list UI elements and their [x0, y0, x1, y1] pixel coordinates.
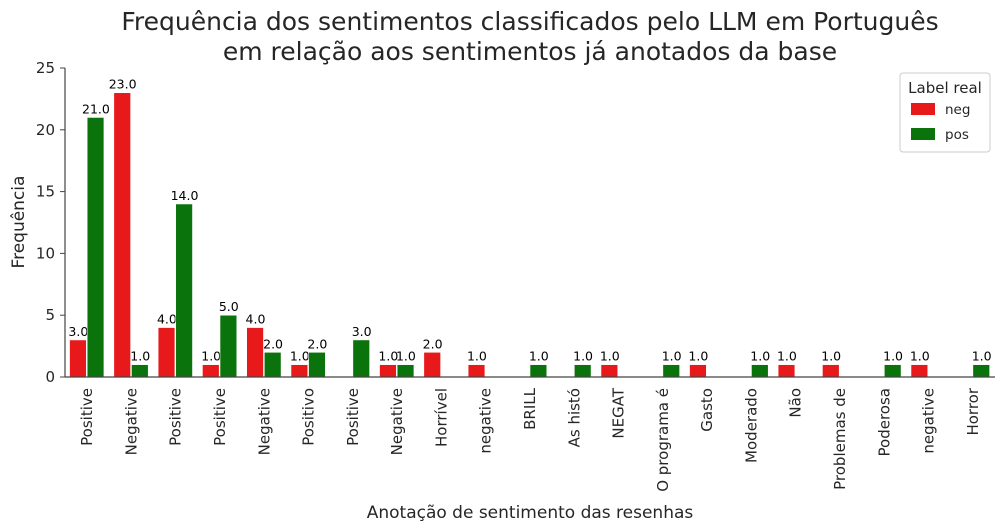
bar-pos — [529, 364, 548, 378]
x-tick-label: Problemas de — [831, 388, 849, 490]
bar-data-label: 1.0 — [201, 349, 221, 364]
bar-pos — [219, 314, 238, 378]
x-tick-label: As histó — [565, 388, 583, 447]
x-tick-label: negative — [477, 388, 495, 454]
bar-data-label: 3.0 — [68, 324, 88, 339]
bar-neg — [69, 339, 87, 378]
bar-pos — [86, 117, 105, 378]
bar-data-label: 1.0 — [750, 349, 770, 364]
bar-pos — [131, 364, 149, 378]
bar-data-label: 1.0 — [467, 349, 487, 364]
y-tick-label: 5 — [45, 306, 55, 324]
bar-neg — [379, 364, 397, 378]
bar-data-label: 1.0 — [529, 349, 549, 364]
y-tick-label: 10 — [36, 244, 55, 262]
bar-neg — [290, 364, 309, 378]
bar-data-label: 1.0 — [573, 349, 593, 364]
chart-title-line-1: Frequência dos sentimentos classificados… — [121, 7, 938, 36]
bar-neg — [246, 327, 264, 378]
legend-label-pos: pos — [945, 127, 969, 143]
bar-neg — [113, 92, 131, 378]
y-tick-label: 25 — [36, 59, 55, 77]
legend-title: Label real — [908, 79, 982, 97]
bar-data-label: 14.0 — [171, 188, 199, 203]
y-tick-label: 0 — [45, 368, 55, 386]
x-tick-label: Positive — [78, 388, 96, 446]
bar-neg — [910, 364, 929, 378]
bar-neg — [423, 351, 441, 378]
bar-data-label: 4.0 — [157, 312, 177, 327]
chart-title-line-2: em relação aos sentimentos já anotados d… — [223, 37, 837, 66]
x-tick-label: Gasto — [698, 388, 716, 432]
bar-pos — [308, 351, 326, 378]
x-tick-label: Negative — [388, 388, 406, 455]
x-tick-label: Positivo — [300, 388, 318, 446]
y-axis-label: Frequência — [9, 176, 29, 269]
x-tick-label: Negative — [255, 388, 273, 455]
bar-data-label: 1.0 — [662, 349, 682, 364]
legend: Label real neg pos — [899, 72, 991, 153]
x-tick-label: O programa é — [654, 388, 672, 492]
bar-neg — [202, 364, 220, 378]
bar-pos — [175, 203, 193, 378]
bar-pos — [573, 364, 592, 378]
bar-data-label: 3.0 — [352, 324, 372, 339]
bar-data-label: 23.0 — [109, 77, 137, 92]
bar-data-label: 1.0 — [600, 349, 620, 364]
x-tick-label: Horror — [964, 387, 982, 435]
x-tick-label: Positive — [344, 388, 362, 446]
y-tick-label: 20 — [36, 121, 55, 139]
bar-pos — [396, 364, 415, 378]
x-tick-label: Positive — [211, 388, 229, 446]
x-axis-label: Anotação de sentimento das resenhas — [367, 503, 694, 523]
x-tick-label: NEGAT — [610, 387, 628, 438]
bar-neg — [822, 364, 840, 378]
legend-swatch-neg — [911, 103, 935, 115]
bar-data-label: 2.0 — [307, 336, 327, 351]
plot-area: 0 5 10 15 20 25 3.0 21.0 Positive 23.0 1.0 Negative… — [36, 59, 992, 492]
bar-data-label: 21.0 — [82, 101, 110, 116]
legend-label-neg: neg — [945, 102, 970, 118]
x-tick-label: Poderosa — [875, 388, 893, 456]
bar-pos — [352, 339, 370, 378]
bar-data-label: 1.0 — [290, 349, 310, 364]
bar-pos — [751, 364, 769, 378]
bar-data-label: 2.0 — [423, 336, 443, 351]
bar-data-label: 1.0 — [821, 349, 841, 364]
x-tick-label: Moderado — [742, 388, 760, 463]
bar-neg — [777, 364, 796, 378]
bar-data-label: 5.0 — [219, 299, 239, 314]
bar-data-label: 1.0 — [883, 349, 903, 364]
y-tick-label: 15 — [36, 183, 55, 201]
bar-neg — [157, 327, 176, 378]
bar-pos — [263, 351, 282, 378]
bar-data-label: 1.0 — [396, 349, 416, 364]
x-tick-label: Positive — [167, 388, 185, 446]
bar-pos — [883, 364, 902, 378]
bar-data-label: 1.0 — [910, 349, 930, 364]
bar-data-label: 1.0 — [688, 349, 708, 364]
bar-neg — [467, 364, 486, 378]
bar-neg — [600, 364, 619, 378]
bar-pos — [972, 364, 990, 378]
x-tick-label: BRILL — [521, 387, 539, 429]
bar-pos — [662, 364, 680, 378]
bar-data-label: 1.0 — [972, 349, 992, 364]
x-tick-label: Negative — [122, 388, 140, 455]
x-tick-label: negative — [920, 388, 938, 454]
bar-data-label: 1.0 — [777, 349, 797, 364]
bar-data-label: 1.0 — [378, 349, 398, 364]
bar-neg — [689, 364, 707, 378]
x-tick-label: Horrível — [432, 388, 450, 447]
bar-data-label: 2.0 — [263, 336, 283, 351]
legend-swatch-pos — [911, 128, 935, 140]
bar-data-label: 1.0 — [130, 349, 150, 364]
x-tick-label: Não — [787, 388, 805, 418]
bar-data-label: 4.0 — [246, 312, 266, 327]
